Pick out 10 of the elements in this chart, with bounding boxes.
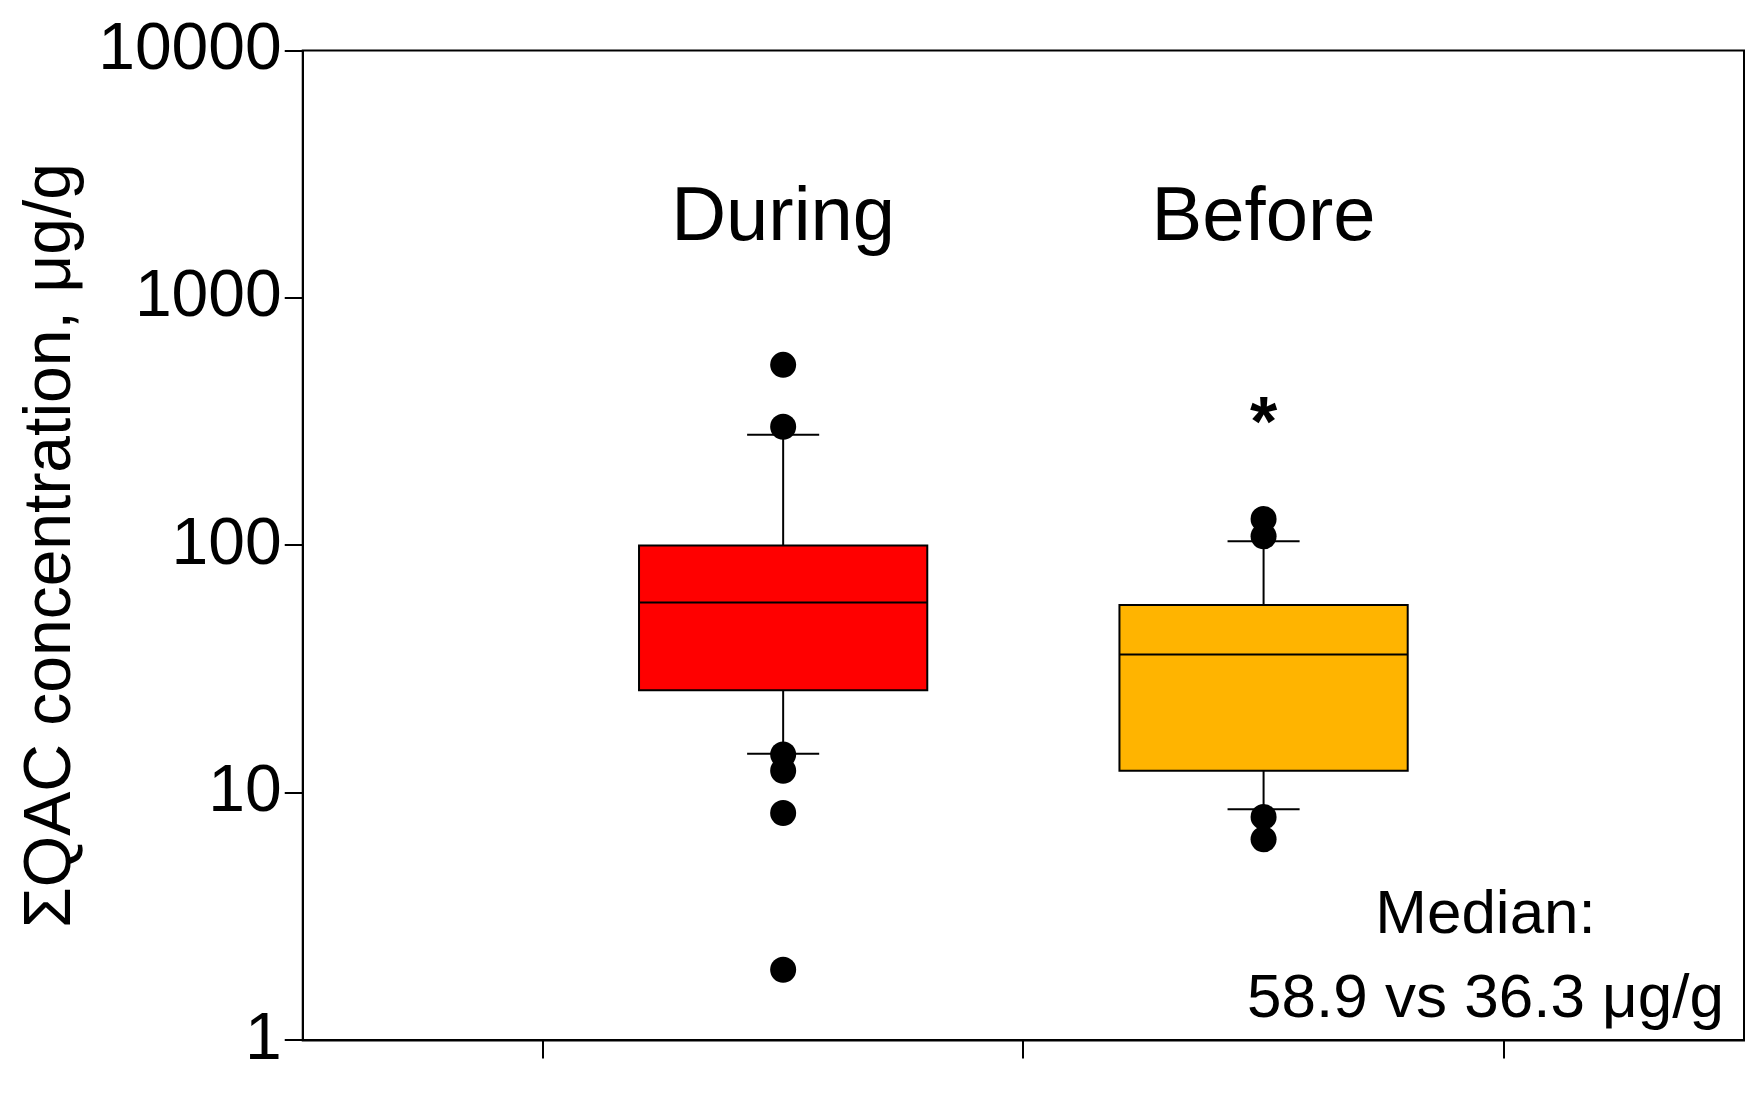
y-tick-label: 1000 xyxy=(134,256,282,331)
annotation: Median: 58.9 vs 36.3 μg/g xyxy=(1247,877,1724,1031)
y-tick-label: 10000 xyxy=(98,8,282,83)
y-tick-label: 1 xyxy=(245,998,282,1073)
y-axis-title: ΣQAC concentration, μg/g xyxy=(9,163,84,928)
y-tick-label: 10 xyxy=(208,751,282,826)
x-tick-label: Before xyxy=(1151,170,1376,256)
y-tick-label: 100 xyxy=(171,503,282,578)
x-tick-label: During xyxy=(671,170,896,256)
annotation: * xyxy=(1249,383,1278,462)
